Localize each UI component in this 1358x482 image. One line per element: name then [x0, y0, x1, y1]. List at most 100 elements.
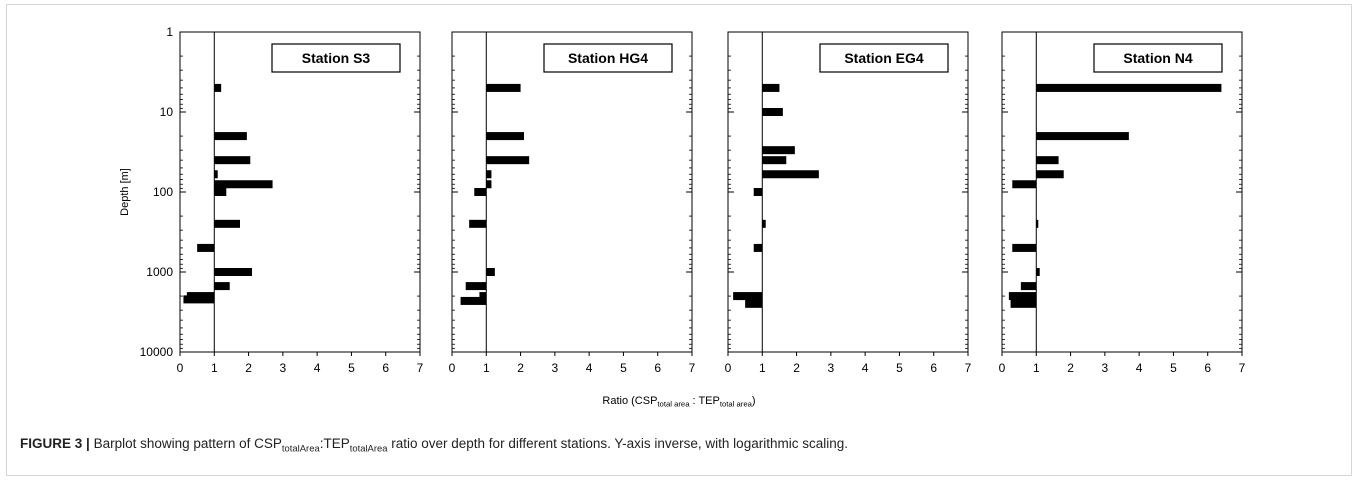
bar	[745, 299, 763, 308]
x-tick-label: 5	[896, 361, 903, 375]
bar	[762, 108, 783, 116]
bar	[214, 83, 222, 92]
x-axis-title: Ratio (CSPtotal area : TEPtotal area)	[0, 395, 1358, 409]
x-tick-label: 7	[965, 361, 972, 375]
x-tick-label: 4	[862, 361, 869, 375]
x-tick-label: 4	[314, 361, 321, 375]
x-tick-label: 3	[552, 361, 559, 375]
bar	[214, 282, 230, 291]
x-tick-label: 0	[449, 361, 456, 375]
bar	[762, 83, 780, 92]
caption-text: ratio over depth for different stations.…	[387, 436, 848, 451]
figure-frame	[6, 4, 1352, 476]
bar	[214, 188, 227, 196]
bar	[474, 188, 487, 196]
bar	[214, 268, 252, 276]
station-title: Station EG4	[844, 50, 924, 66]
x-tick-label: 2	[517, 361, 524, 375]
bar	[469, 219, 487, 228]
x-tick-label: 4	[1136, 361, 1143, 375]
x-tick-label: 7	[689, 361, 696, 375]
x-axis-title-sub: total area	[719, 399, 752, 409]
bar	[1008, 292, 1037, 301]
x-tick-label: 5	[620, 361, 627, 375]
x-tick-label: 2	[1067, 361, 1074, 375]
x-tick-label: 0	[999, 361, 1006, 375]
x-tick-label: 4	[586, 361, 593, 375]
station-title: Station N4	[1123, 50, 1192, 66]
station-title-box	[271, 43, 401, 73]
station-title-box	[819, 43, 949, 73]
x-axis-title-sub: total area	[657, 399, 690, 409]
x-tick-label: 0	[725, 361, 732, 375]
bar	[762, 170, 819, 179]
figure-label: FIGURE 3 |	[20, 436, 90, 451]
bar	[1010, 299, 1037, 308]
caption-sub: totalArea	[281, 443, 320, 455]
x-tick-label: 1	[1033, 361, 1040, 375]
bar	[762, 146, 795, 155]
x-tick-label: 6	[930, 361, 937, 375]
x-tick-label: 5	[348, 361, 355, 375]
bar	[1036, 219, 1039, 228]
x-tick-label: 3	[1102, 361, 1109, 375]
x-axis-title-part: Ratio (CSP	[602, 395, 658, 407]
caption-sub: totalArea	[349, 443, 388, 455]
bar	[1036, 83, 1222, 92]
bar	[1036, 268, 1040, 276]
bar	[1012, 180, 1037, 189]
bar	[486, 180, 492, 189]
bar	[214, 219, 240, 228]
x-tick-label: 6	[654, 361, 661, 375]
bar	[486, 170, 492, 179]
bar	[214, 180, 273, 189]
x-axis-title-part: )	[751, 395, 756, 407]
station-title-box	[1093, 43, 1223, 73]
panel-frame	[727, 31, 969, 353]
x-tick-label: 3	[280, 361, 287, 375]
x-tick-label: 2	[245, 361, 252, 375]
x-tick-label: 6	[382, 361, 389, 375]
x-tick-label: 6	[1204, 361, 1211, 375]
station-title: Station S3	[302, 50, 371, 66]
x-tick-label: 1	[483, 361, 490, 375]
bar	[460, 296, 487, 305]
bar	[486, 268, 495, 276]
x-tick-label: 1	[759, 361, 766, 375]
x-tick-label: 5	[1170, 361, 1177, 375]
bar	[214, 132, 247, 141]
bar	[762, 219, 766, 228]
bar	[1020, 282, 1037, 291]
x-tick-label: 7	[1239, 361, 1246, 375]
y-tick-label: 10	[160, 105, 174, 119]
bar	[214, 170, 218, 179]
station-title: Station HG4	[568, 50, 648, 66]
bar	[197, 243, 215, 252]
station-title-box	[543, 43, 673, 73]
caption-text: :TEP	[319, 436, 350, 451]
x-axis-title-part: : TEP	[689, 395, 720, 407]
caption-text: Barplot showing pattern of CSP	[93, 436, 282, 451]
bar	[1036, 132, 1129, 141]
panel-frame	[1001, 31, 1243, 353]
bar	[486, 83, 521, 92]
y-axis-title: Depth [m]	[119, 168, 131, 216]
bar	[214, 156, 251, 165]
x-tick-label: 1	[211, 361, 218, 375]
figure-caption: FIGURE 3 | Barplot showing pattern of CS…	[20, 436, 1340, 455]
x-tick-label: 0	[177, 361, 184, 375]
y-tick-label: 1	[166, 25, 173, 39]
x-tick-label: 7	[417, 361, 424, 375]
bar	[465, 282, 487, 291]
x-tick-label: 2	[793, 361, 800, 375]
y-tick-label: 10000	[140, 345, 174, 359]
bar	[753, 188, 763, 196]
bar	[479, 292, 487, 301]
y-tick-label: 100	[153, 185, 173, 199]
bar	[762, 156, 787, 165]
bar	[183, 295, 215, 304]
x-tick-label: 3	[828, 361, 835, 375]
bar	[486, 132, 524, 141]
y-tick-label: 1000	[146, 265, 173, 279]
